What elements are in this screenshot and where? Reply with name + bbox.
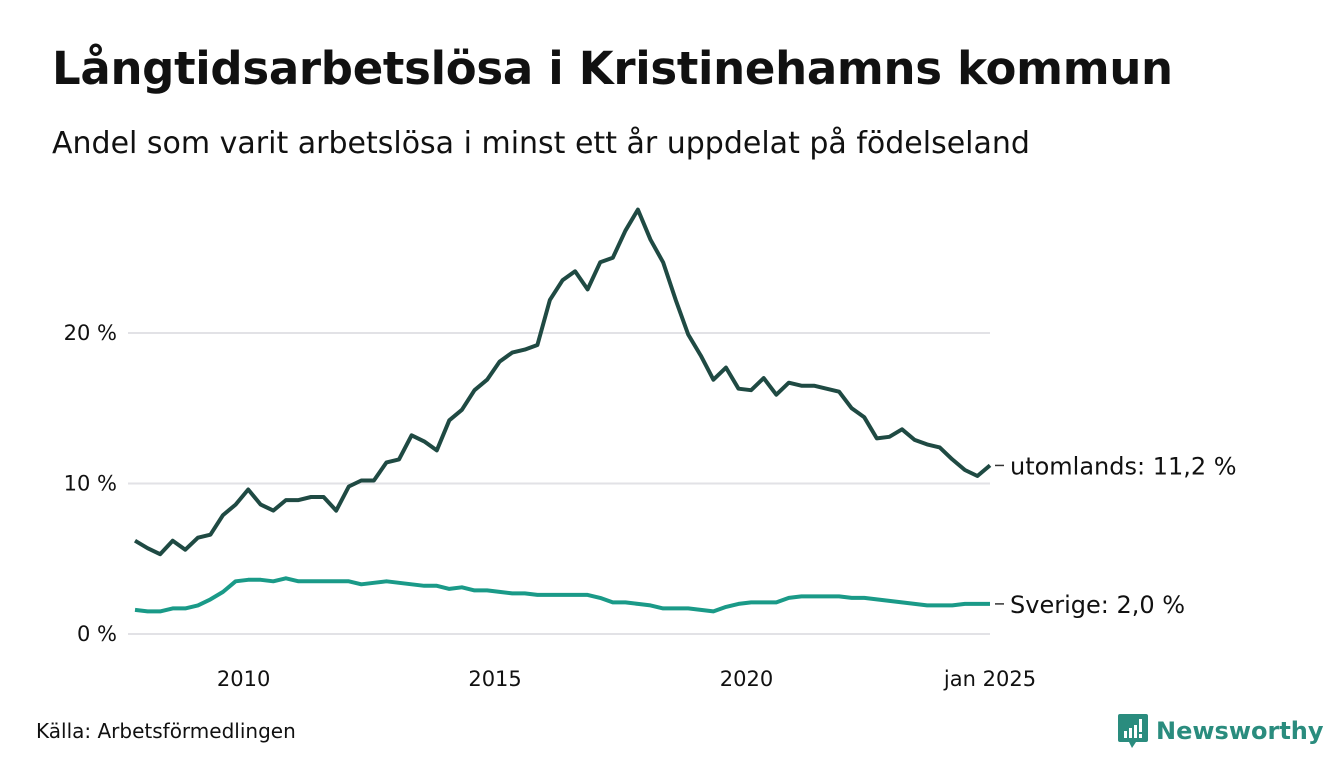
x-tick-label: jan 2025: [943, 667, 1036, 691]
x-tick-label: 2020: [720, 667, 773, 691]
series-line-utomlands: [133, 207, 992, 557]
end-label-sverige: Sverige: 2,0 %: [1010, 591, 1185, 619]
series-line-sverige: [134, 576, 990, 614]
y-tick-label: 20 %: [64, 321, 117, 345]
newsworthy-logo-text: Newsworthy: [1156, 717, 1324, 745]
newsworthy-logo[interactable]: Newsworthy: [1118, 714, 1324, 748]
end-label-utomlands: utomlands: 11,2 %: [1010, 452, 1237, 480]
x-tick-label: 2010: [217, 667, 270, 691]
chart-subtitle: Andel som varit arbetslösa i minst ett å…: [52, 126, 1030, 161]
y-tick-label: 0 %: [77, 622, 117, 646]
newsworthy-logo-icon: [1118, 714, 1148, 748]
x-tick-label: 2015: [468, 667, 521, 691]
y-tick-label: 10 %: [64, 472, 117, 496]
chart-title: Långtidsarbetslösa i Kristinehamns kommu…: [52, 42, 1173, 95]
source-note: Källa: Arbetsförmedlingen: [36, 719, 296, 743]
